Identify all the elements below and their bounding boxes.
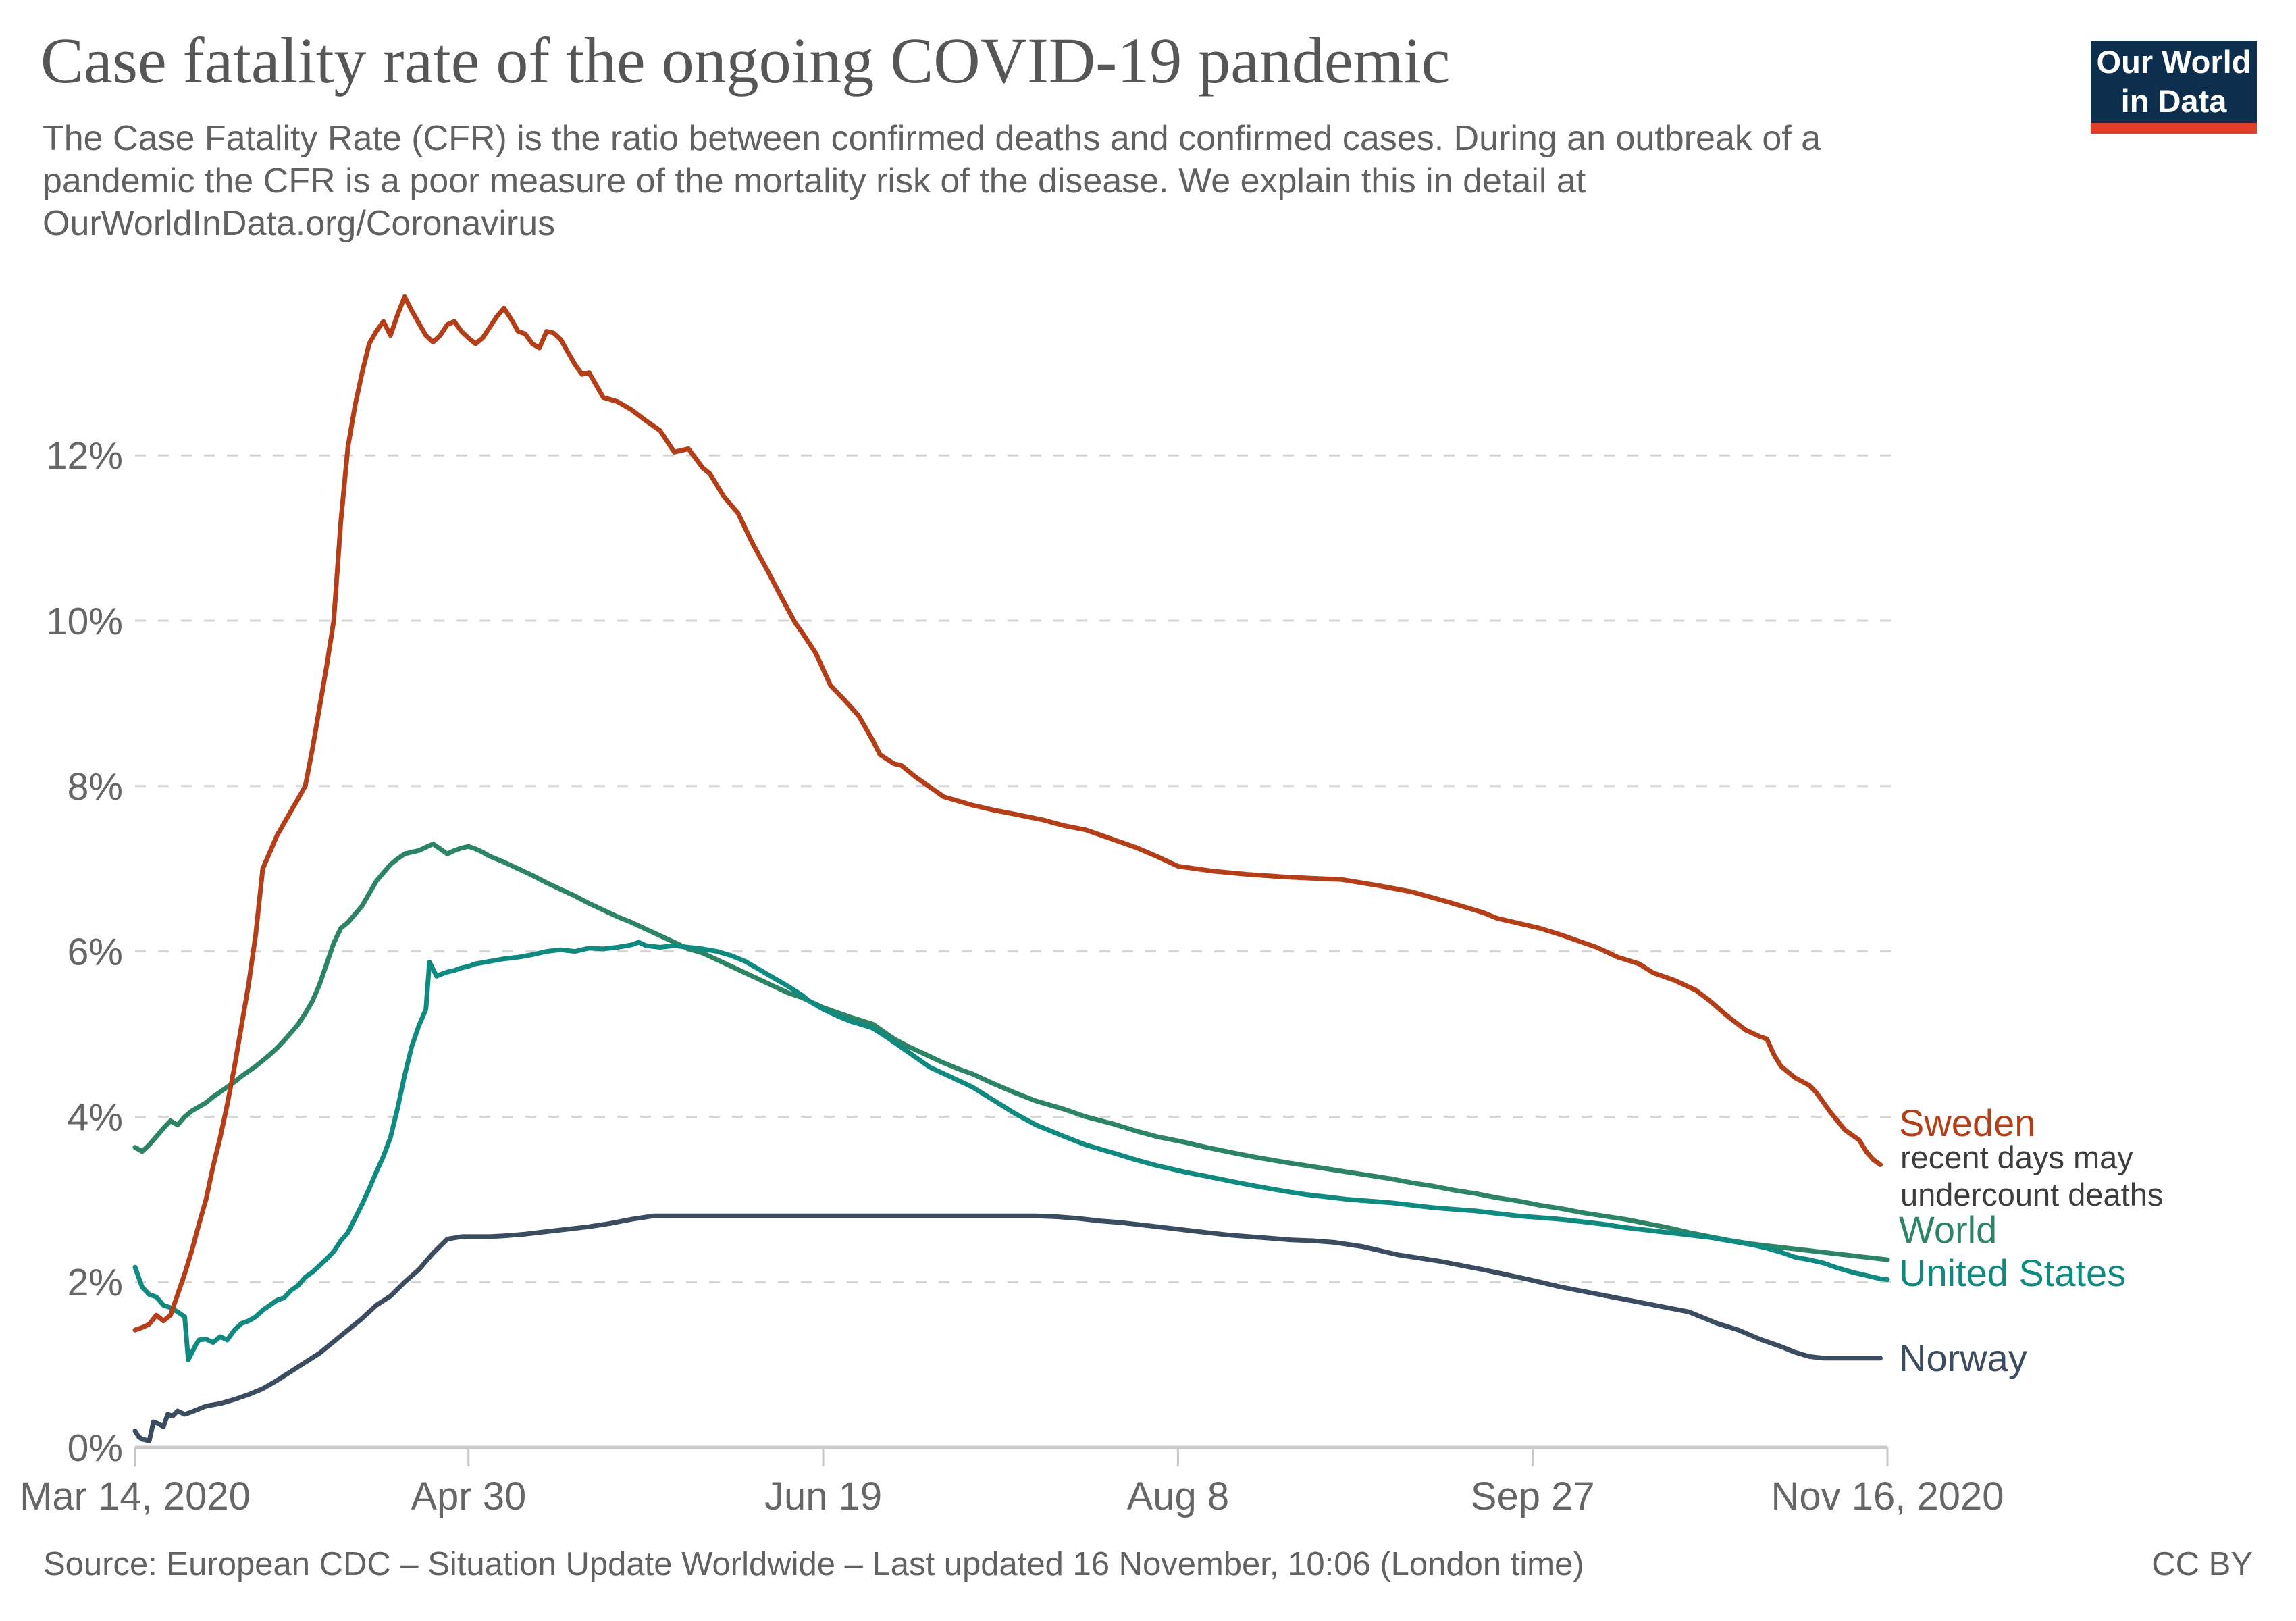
series-label-norway[interactable]: Norway bbox=[1899, 1337, 2027, 1379]
series-line-norway[interactable] bbox=[132, 1213, 1883, 1443]
owid-logo-red-stripe bbox=[2091, 123, 2257, 134]
owid-logo-text: Our World in Data bbox=[2091, 41, 2257, 123]
x-axis-tick-label: Sep 27 bbox=[1471, 1474, 1595, 1518]
x-axis-tick-label: Jun 19 bbox=[764, 1474, 882, 1518]
x-axis-tick-label: Mar 14, 2020 bbox=[20, 1474, 251, 1518]
x-axis-tick-label: Nov 16, 2020 bbox=[1771, 1474, 2004, 1518]
series-line-sweden[interactable] bbox=[132, 294, 1883, 1333]
chart-subtitle: The Case Fatality Rate (CFR) is the rati… bbox=[43, 118, 2035, 245]
owid-logo-line-1: Our World bbox=[2096, 44, 2251, 80]
y-axis-tick-label: 0% bbox=[68, 1426, 123, 1470]
series-label-world[interactable]: World bbox=[1899, 1208, 1998, 1251]
series-label-united-states[interactable]: United States bbox=[1899, 1252, 2127, 1294]
series-line-united-states[interactable] bbox=[132, 940, 1890, 1362]
y-axis-tick-label: 8% bbox=[68, 765, 123, 808]
series-line-world[interactable] bbox=[132, 842, 1890, 1262]
subtitle-line-1: The Case Fatality Rate (CFR) is the rati… bbox=[43, 119, 1821, 158]
subtitle-line-2: pandemic the CFR is a poor measure of th… bbox=[43, 161, 1586, 201]
y-axis-tick-label: 4% bbox=[68, 1096, 123, 1139]
y-axis-tick-label: 10% bbox=[46, 600, 123, 643]
x-axis-tick-label: Aug 8 bbox=[1127, 1474, 1230, 1518]
owid-logo[interactable]: Our World in Data bbox=[2091, 41, 2257, 134]
license-link[interactable]: CC BY bbox=[2151, 1546, 2253, 1583]
sweden-annotation-line-2: undercount deaths bbox=[1900, 1177, 2164, 1212]
source-note: Source: European CDC – Situation Update … bbox=[43, 1546, 1584, 1583]
owid-logo-line-2: in Data bbox=[2120, 83, 2227, 119]
subtitle-line-3: OurWorldInData.org/Coronavirus bbox=[43, 204, 556, 243]
page-title: Case fatality rate of the ongoing COVID-… bbox=[41, 24, 1451, 97]
y-axis-tick-label: 2% bbox=[68, 1261, 123, 1304]
sweden-annotation: recent days may undercount deaths bbox=[1900, 1139, 2163, 1213]
series-label-sweden[interactable]: Sweden bbox=[1899, 1102, 2036, 1144]
sweden-annotation-line-1: recent days may bbox=[1900, 1139, 2133, 1175]
y-axis-tick-label: 6% bbox=[68, 931, 123, 974]
x-axis-tick-label: Apr 30 bbox=[411, 1474, 526, 1518]
y-axis-tick-label: 12% bbox=[46, 434, 123, 478]
